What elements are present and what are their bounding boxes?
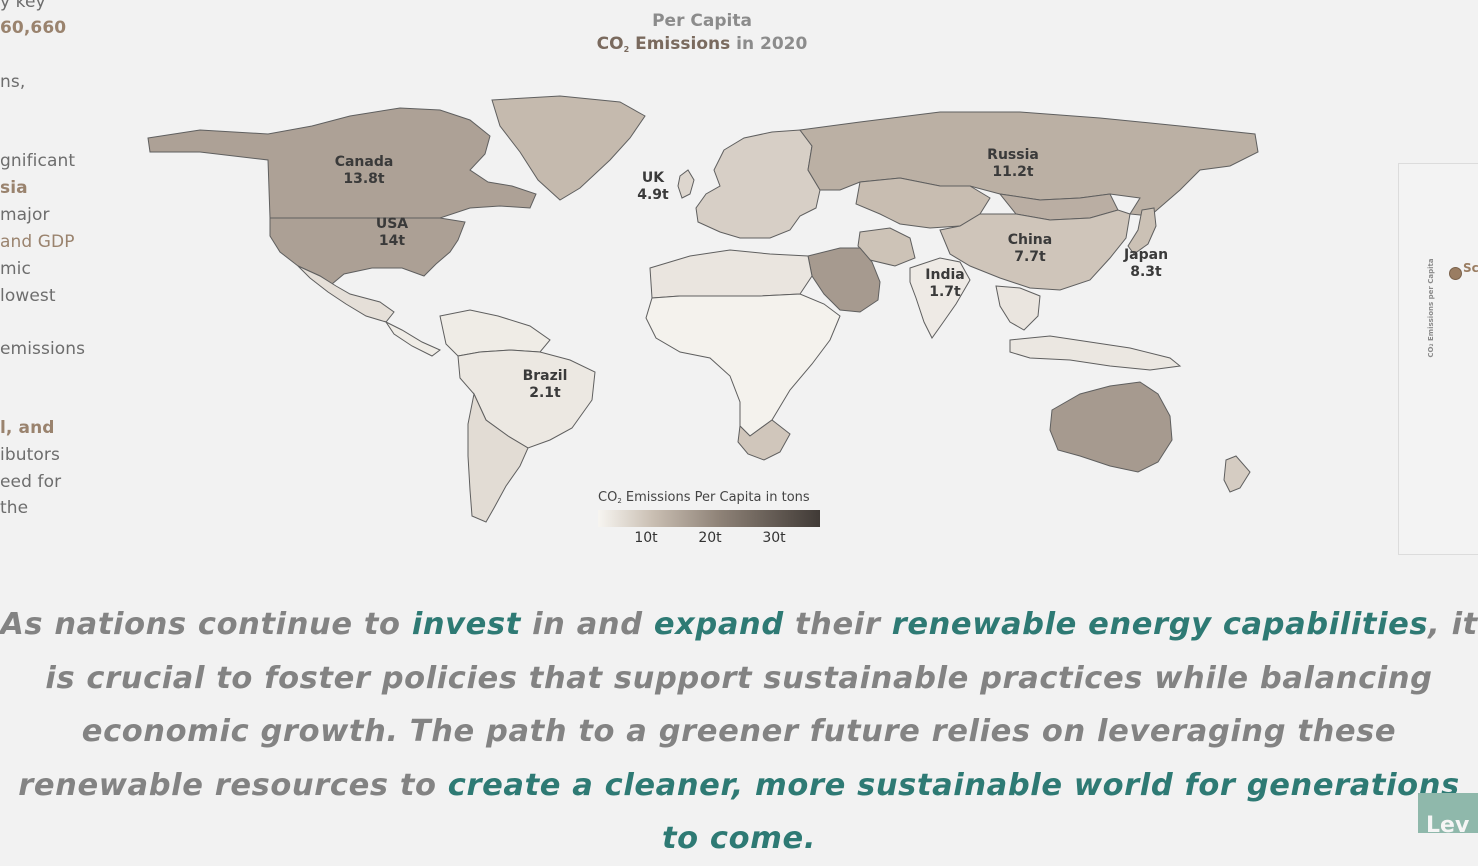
country-middle-east[interactable]: [807, 247, 881, 313]
country-label-value: 11.2t: [992, 164, 1034, 180]
country-north-africa[interactable]: [649, 249, 813, 299]
country-label-japan: Japan 8.3t: [1124, 247, 1168, 281]
map-title-line1: Per Capita: [652, 11, 752, 31]
country-usa[interactable]: [269, 217, 466, 285]
closing-text: , it is crucial to foster policies that …: [18, 607, 1478, 803]
left-narrative-panel: y key 60,660 ns, gnificant sia major and GDP mi…: [0, 0, 120, 560]
country-label-value: 2.1t: [529, 385, 561, 401]
country-japan[interactable]: [1127, 207, 1157, 255]
legend-color-bar: [598, 510, 820, 527]
scatter-point[interactable]: [1449, 267, 1462, 280]
closing-highlight: renewable energy capabilities: [891, 607, 1429, 642]
left-narrative-line: mic: [0, 259, 31, 279]
country-label-value: 4.9t: [637, 187, 669, 203]
left-narrative-line: y key: [0, 0, 46, 12]
country-label-name: India: [925, 267, 965, 283]
country-label-canada: Canada 13.8t: [335, 154, 394, 188]
country-greenland[interactable]: [491, 95, 646, 201]
country-uk[interactable]: [677, 169, 695, 199]
country-label-russia: Russia 11.2t: [987, 147, 1039, 181]
closing-text: their: [783, 607, 892, 642]
right-scatter-panel: CO₂ Emissions per Capita Sc: [1398, 163, 1478, 555]
country-china[interactable]: [939, 209, 1131, 291]
closing-highlight: invest: [411, 607, 521, 642]
country-south-america-north[interactable]: [439, 309, 551, 357]
left-narrative-line: sia: [0, 178, 28, 198]
left-narrative-line: l, and: [0, 418, 55, 438]
left-narrative-line: the: [0, 498, 29, 518]
country-argentina-chile[interactable]: [467, 392, 529, 523]
legend-tick-label: 10t: [634, 530, 658, 546]
country-label-value: 13.8t: [343, 171, 385, 187]
left-narrative-line: lowest: [0, 286, 56, 306]
left-narrative-line: eed for: [0, 472, 62, 492]
country-mexico[interactable]: [297, 265, 395, 323]
closing-text: in and: [520, 607, 654, 642]
country-label-uk: UK 4.9t: [637, 170, 669, 204]
country-label-name: Japan: [1123, 247, 1169, 263]
next-section-button[interactable]: Lev: [1418, 793, 1478, 833]
closing-highlight: create a cleaner, more sustainable world…: [447, 767, 1460, 857]
country-southeast-asia[interactable]: [995, 285, 1041, 331]
country-south-africa[interactable]: [737, 419, 791, 461]
country-central-america[interactable]: [384, 320, 441, 357]
map-title-line2: CO2 Emissions in 2020: [596, 34, 808, 54]
left-narrative-line: ns,: [0, 72, 26, 92]
country-europe[interactable]: [695, 129, 821, 239]
country-label-value: 8.3t: [1130, 264, 1162, 280]
country-label-name: UK: [641, 170, 665, 186]
country-label-value: 14t: [378, 233, 406, 249]
closing-statement: As nations continue to invest in and exp…: [0, 598, 1478, 866]
map-title: Per Capita CO2 Emissions in 2020: [0, 10, 1404, 61]
country-label-name: Russia: [987, 147, 1039, 163]
world-map: [147, 95, 1259, 523]
left-narrative-line: emissions: [0, 339, 86, 359]
country-label-china: China 7.7t: [1008, 232, 1052, 266]
country-indonesia[interactable]: [1009, 335, 1182, 371]
country-new-zealand[interactable]: [1223, 455, 1251, 493]
country-label-usa: USA 14t: [376, 216, 408, 250]
legend-tick-label: 20t: [698, 530, 722, 546]
closing-highlight: expand: [653, 607, 784, 642]
country-india[interactable]: [909, 257, 971, 339]
country-label-name: USA: [375, 216, 409, 232]
right-axis-label: CO₂ Emissions per Capita: [1427, 258, 1435, 358]
country-label-value: 7.7t: [1014, 249, 1046, 265]
country-label-value: 1.7t: [929, 284, 961, 300]
map-legend: CO2 Emissions Per Capita in tons 10t 20t 3…: [598, 490, 838, 546]
country-russia[interactable]: [799, 111, 1259, 217]
scatter-point-label: Sc: [1463, 261, 1478, 275]
country-label-brazil: Brazil 2.1t: [523, 368, 568, 402]
left-narrative-line: major: [0, 205, 50, 225]
left-narrative-line: ibutors: [0, 445, 60, 465]
country-label-name: Brazil: [522, 368, 568, 384]
left-narrative-line: and GDP: [0, 232, 75, 252]
legend-title: CO2 Emissions Per Capita in tons: [598, 490, 810, 505]
country-label-name: China: [1007, 232, 1053, 248]
left-narrative-line: 60,660: [0, 18, 67, 38]
country-australia[interactable]: [1049, 381, 1173, 473]
country-africa[interactable]: [645, 293, 841, 437]
closing-text: As nations continue to: [0, 607, 412, 642]
country-label-name: Canada: [334, 154, 394, 170]
legend-tick-label: 30t: [762, 530, 786, 546]
country-label-india: India 1.7t: [925, 267, 964, 301]
left-narrative-line: gnificant: [0, 151, 76, 171]
